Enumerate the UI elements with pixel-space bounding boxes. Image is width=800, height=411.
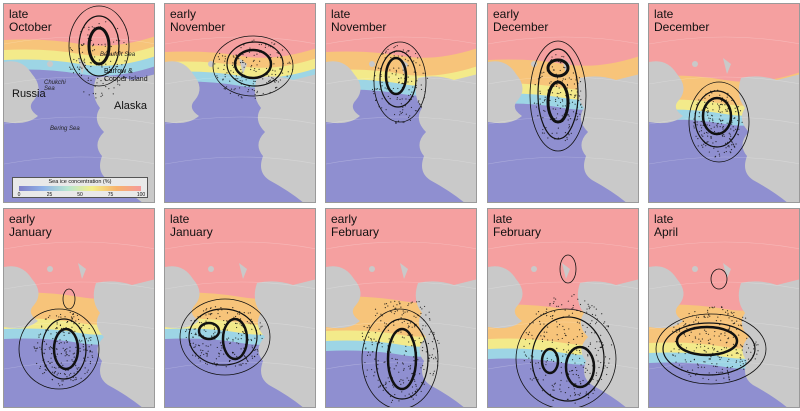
map-label-bering-sea: Bering Sea bbox=[50, 126, 80, 132]
panel-title: late April bbox=[654, 212, 679, 239]
legend-tick: 25 bbox=[46, 192, 53, 198]
russia-landmass bbox=[488, 266, 523, 329]
legend-color-bar bbox=[19, 186, 141, 191]
sea-ice-legend: Sea ice concentration (%) 0 25 50 75 100 bbox=[12, 177, 148, 198]
sea-ice-map bbox=[649, 209, 799, 407]
map-label-chukchi-sea: Chukchi Sea bbox=[44, 80, 66, 92]
legend-tick: 100 bbox=[136, 192, 146, 198]
sea-ice-map bbox=[326, 209, 476, 407]
legend-tick: 0 bbox=[17, 192, 21, 198]
sea-ice-map bbox=[4, 209, 154, 407]
russia-landmass bbox=[326, 266, 361, 329]
sea-ice-map bbox=[4, 4, 154, 202]
map-panel: late January bbox=[164, 208, 316, 408]
sea-ice-map bbox=[488, 209, 638, 407]
panel-title: late December bbox=[654, 7, 710, 34]
map-panel: early February bbox=[325, 208, 477, 408]
map-label-beaufort-sea: Beaufort Sea bbox=[100, 52, 136, 58]
map-panel: late April bbox=[648, 208, 800, 408]
map-panel: late February bbox=[487, 208, 639, 408]
map-label-russia: Russia bbox=[12, 88, 46, 100]
panel-title: late January bbox=[170, 212, 213, 239]
legend-tick: 75 bbox=[107, 192, 114, 198]
russia-landmass bbox=[488, 61, 523, 124]
panel-title: early January bbox=[9, 212, 52, 239]
map-panel: late October Beaufort Sea Chukchi Sea Barro… bbox=[3, 3, 155, 203]
russia-landmass bbox=[165, 61, 200, 124]
russia-landmass bbox=[4, 266, 39, 329]
alaska-landmass bbox=[415, 279, 476, 407]
sea-ice-map bbox=[165, 4, 315, 202]
panel-title: late February bbox=[493, 212, 542, 239]
russia-landmass bbox=[326, 61, 361, 124]
panel-title: early December bbox=[493, 7, 549, 34]
alaska-landmass bbox=[738, 279, 799, 407]
map-panel: early November bbox=[164, 3, 316, 203]
russia-landmass bbox=[4, 61, 39, 124]
alaska-landmass bbox=[738, 74, 799, 202]
legend-tick: 50 bbox=[77, 192, 83, 198]
panel-title: early February bbox=[331, 212, 380, 239]
map-label-alaska: Alaska bbox=[114, 100, 148, 112]
legend-title: Sea ice concentration (%) bbox=[48, 179, 112, 185]
panel-title: late November bbox=[331, 7, 387, 34]
alaska-landmass bbox=[577, 74, 638, 202]
map-panel: early December bbox=[487, 3, 639, 203]
panel-title: late October bbox=[9, 7, 52, 34]
russia-landmass bbox=[649, 61, 684, 124]
map-panel: late November bbox=[325, 3, 477, 203]
alaska-landmass bbox=[254, 74, 315, 202]
sea-ice-map bbox=[326, 4, 476, 202]
map-panel: late December bbox=[648, 3, 800, 203]
alaska-landmass bbox=[415, 74, 476, 202]
sea-ice-map bbox=[165, 209, 315, 407]
map-label-barrow: Barrow & Cooper Island bbox=[104, 68, 148, 83]
map-panel: early January bbox=[3, 208, 155, 408]
alaska-landmass bbox=[254, 279, 315, 407]
panel-title: early November bbox=[170, 7, 226, 34]
russia-landmass bbox=[649, 266, 684, 329]
alaska-landmass bbox=[93, 279, 154, 407]
sea-ice-map bbox=[649, 4, 799, 202]
sea-ice-map bbox=[488, 4, 638, 202]
alaska-landmass bbox=[93, 74, 154, 202]
